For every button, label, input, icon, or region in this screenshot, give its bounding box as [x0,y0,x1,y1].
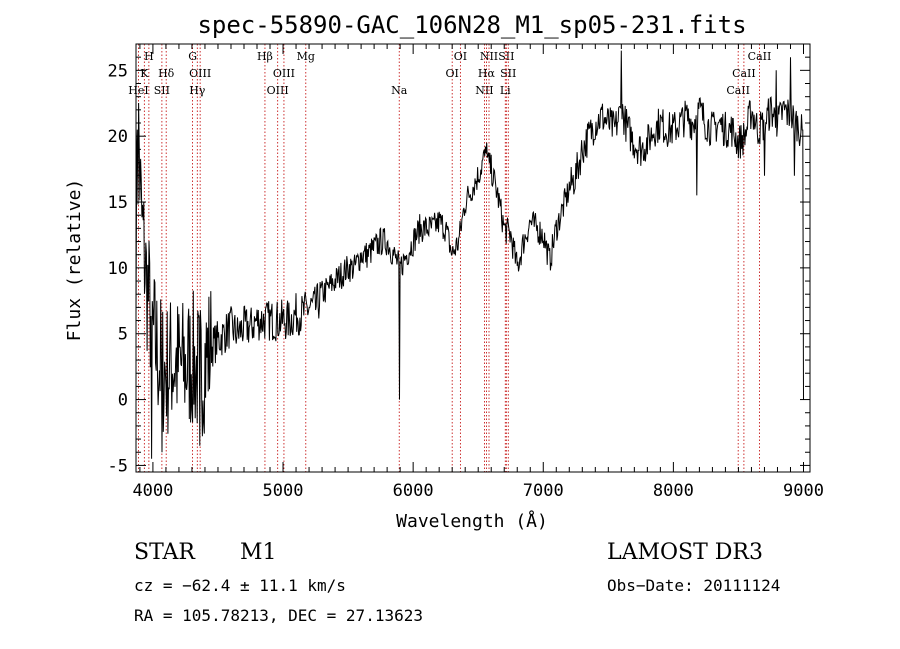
spectral-line-label: Hβ [257,50,273,63]
spectral-line-label: OI [454,50,467,63]
plot-frame [135,43,811,473]
x-tick-label: 9000 [783,481,824,501]
spectral-line-label: SII [498,50,514,63]
spectral-line-label: K [140,67,149,80]
spectrum-series [135,50,804,459]
redshift-velocity: cz = −62.4 ± 11.1 km/s [134,576,346,595]
spectral-line-label: G [188,50,197,63]
spectral-line-label: Li [500,84,511,97]
spectral-line-label: OIII [273,67,295,80]
y-tick-label: 25 [108,61,128,81]
spectral-line-label: CaII [748,50,772,63]
sky-coordinates: RA = 105.78213, DEC = 27.13623 [134,606,423,625]
spectral-line-label: CaII [726,84,750,97]
y-tick-label: 0 [118,391,128,411]
y-tick-label: -5 [108,456,128,476]
spectral-line-label: Hγ [189,84,206,97]
spectral-line-label: Na [391,84,408,97]
spectral-line-label: Hα [478,67,496,80]
spectral-line-label: HeI [128,84,148,97]
spectral-line-label: OIII [267,84,289,97]
x-axis-label: Wavelength (Å) [396,510,548,532]
spectral-line-label: Hδ [158,67,175,80]
object-subclass: M1 [240,540,277,565]
spectral-line-label: H [144,50,154,63]
x-tick-label: 4000 [132,481,173,501]
y-tick-label: 10 [108,259,128,279]
y-tick-label: 20 [108,127,128,147]
axis-ticks: 4000 5000 6000 7000 8000 9000 -5 0 5 10 15 20 25 [108,44,824,501]
chart-title: spec-55890-GAC_106N28_M1_sp05-231.fits [197,11,746,39]
spectral-line-label: OI [445,67,458,80]
spectral-line-label: CaII [732,67,756,80]
y-tick-label: 15 [108,193,128,213]
spectrum-line [135,50,804,459]
y-tick-label: 5 [118,325,128,345]
y-axis-label: Flux (relative) [64,179,85,342]
x-tick-label: 6000 [393,481,434,501]
spectral-line-label: SII [500,67,516,80]
observation-date: Obs−Date: 20111124 [607,576,781,595]
spectral-line-label: NII [480,50,498,63]
survey-label: LAMOST DR3 [607,540,763,565]
object-class: STAR [134,540,195,565]
x-tick-label: 8000 [653,481,694,501]
spectral-line-label: OIII [189,67,211,80]
x-tick-label: 7000 [523,481,564,501]
spectral-line-label: NII [475,84,493,97]
spectral-line-label: SII [154,84,170,97]
spectral-line-label: Mg [297,50,315,63]
x-tick-label: 5000 [263,481,304,501]
